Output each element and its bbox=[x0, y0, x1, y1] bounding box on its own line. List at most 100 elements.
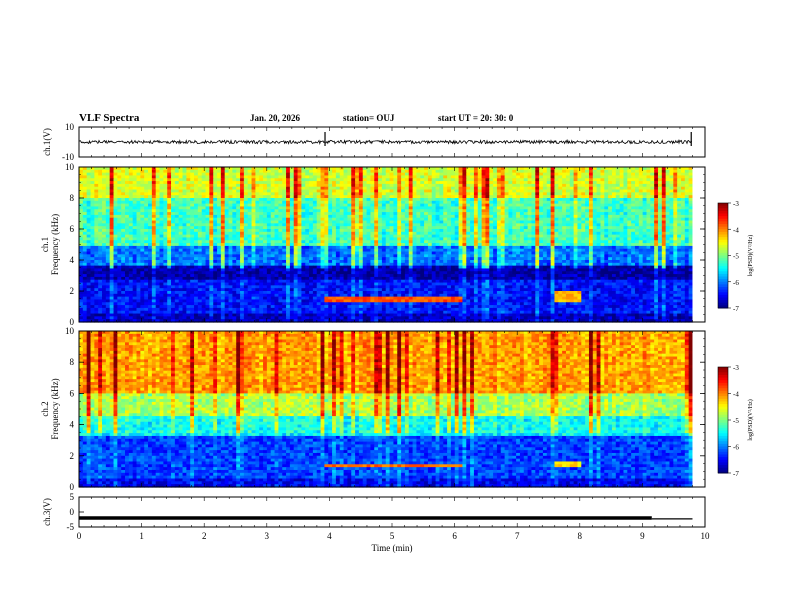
spectrogram-cell bbox=[240, 189, 245, 193]
spectrogram-cell bbox=[201, 181, 207, 185]
spectrogram-cell bbox=[136, 183, 141, 188]
spectrogram-cell bbox=[661, 183, 667, 188]
spectrogram-cell bbox=[297, 192, 302, 196]
spectrogram-cell bbox=[669, 175, 674, 179]
spectrogram-cell bbox=[569, 175, 575, 179]
spectrogram-cell bbox=[209, 198, 214, 202]
spectrogram-cell bbox=[155, 172, 161, 177]
spectrogram-cell bbox=[669, 195, 674, 199]
spectrogram-cell bbox=[619, 178, 625, 182]
spectrogram-cell bbox=[243, 192, 249, 196]
spectrogram-cell bbox=[286, 175, 291, 179]
spectrogram-cell bbox=[255, 178, 260, 182]
spectrogram-cell bbox=[297, 169, 302, 174]
spectrogram-cell bbox=[159, 169, 164, 174]
spectrogram-cell bbox=[661, 186, 667, 191]
spectrogram-cell bbox=[431, 186, 437, 191]
spectrogram-cell bbox=[79, 183, 84, 188]
spectrogram-cell bbox=[205, 189, 210, 193]
spectrogram-cell bbox=[243, 175, 249, 179]
spectrogram-cell bbox=[324, 178, 329, 182]
spectrogram-cell bbox=[684, 198, 690, 202]
spectrogram-cell bbox=[435, 195, 441, 199]
spectrogram-cell bbox=[174, 178, 180, 182]
spectrogram-cell bbox=[236, 167, 241, 171]
spectrogram-cell bbox=[443, 178, 448, 182]
spectrogram-cell bbox=[458, 192, 464, 196]
spectrogram-cell bbox=[623, 189, 628, 193]
spectrogram-cell bbox=[588, 175, 594, 179]
spectrogram-cell bbox=[220, 167, 226, 171]
spectrogram-cell bbox=[531, 183, 536, 188]
spectrogram-cell bbox=[565, 169, 571, 174]
ch1-spectrogram-cells bbox=[79, 167, 694, 323]
spectrogram-cell bbox=[435, 175, 441, 179]
spectrogram-cell bbox=[205, 183, 210, 188]
spectrogram-cell bbox=[105, 186, 111, 191]
spectrogram-cell bbox=[554, 167, 559, 171]
spectrogram-cell bbox=[98, 200, 103, 205]
spectrogram-cell bbox=[673, 178, 678, 182]
spectrogram-cell bbox=[190, 198, 195, 202]
spectrogram-cell bbox=[171, 195, 176, 199]
spectrogram-cell bbox=[132, 192, 138, 196]
spectrogram-cell bbox=[240, 198, 245, 202]
spectrogram-cell bbox=[232, 189, 237, 193]
spectrogram-cell bbox=[102, 169, 107, 174]
spectrogram-cell bbox=[201, 189, 207, 193]
spectrogram-cell bbox=[496, 192, 502, 196]
spectrogram-cell bbox=[416, 183, 421, 188]
spectrogram-cell bbox=[661, 198, 667, 202]
spectrogram-cell bbox=[477, 167, 483, 171]
spectrogram-cell bbox=[378, 195, 383, 199]
spectrogram-cell bbox=[355, 169, 360, 174]
spectrogram-cell bbox=[569, 189, 575, 193]
spectrogram-cell bbox=[140, 198, 145, 202]
spectrogram-cell bbox=[309, 181, 314, 185]
spectrogram-cell bbox=[309, 189, 314, 193]
spectrogram-cell bbox=[355, 189, 360, 193]
spectrogram-cell bbox=[646, 178, 651, 182]
spectrogram-cell bbox=[201, 178, 207, 182]
spectrogram-cell bbox=[661, 167, 667, 171]
spectrogram-cell bbox=[358, 192, 364, 196]
spectrogram-cell bbox=[228, 167, 233, 171]
spectrogram-cell bbox=[128, 167, 134, 171]
spectrogram-cell bbox=[401, 178, 406, 182]
spectrogram-cell bbox=[171, 198, 176, 202]
spectrogram-cell bbox=[458, 175, 464, 179]
spectrogram-cell bbox=[316, 172, 322, 177]
spectrogram-cell bbox=[205, 181, 210, 185]
spectrogram-cell bbox=[462, 192, 467, 196]
spectrogram-cell bbox=[439, 178, 444, 182]
spectrogram-cell bbox=[646, 183, 651, 188]
spectrogram-cell bbox=[657, 181, 663, 185]
spectrogram-cell bbox=[657, 195, 663, 199]
spectrogram-cell bbox=[424, 192, 429, 196]
spectrogram-cell bbox=[278, 198, 283, 202]
spectrogram-cell bbox=[378, 167, 383, 171]
spectrogram-cell bbox=[539, 172, 544, 177]
spectrogram-cell bbox=[297, 189, 302, 193]
spectrogram-cell bbox=[489, 183, 494, 188]
spectrogram-cell bbox=[439, 192, 444, 196]
spectrogram-cell bbox=[677, 192, 682, 196]
spectrogram-cell bbox=[542, 172, 548, 177]
spectrogram-cell bbox=[324, 198, 329, 202]
spectrogram-cell bbox=[550, 195, 556, 199]
spectrogram-cell bbox=[673, 198, 678, 202]
spectrogram-cell bbox=[86, 192, 92, 196]
spectrogram-cell bbox=[680, 169, 686, 174]
spectrogram-cell bbox=[320, 181, 325, 185]
spectrogram-cell bbox=[171, 192, 176, 196]
spectrogram-cell bbox=[592, 178, 598, 182]
spectrogram-cell bbox=[581, 178, 586, 182]
spectrogram-cell bbox=[209, 167, 214, 171]
spectrogram-cell bbox=[228, 172, 233, 177]
spectrogram-cell bbox=[125, 192, 130, 196]
spectrogram-cell bbox=[286, 181, 291, 185]
spectrogram-cell bbox=[466, 183, 471, 188]
spectrogram-cell bbox=[209, 183, 214, 188]
spectrogram-cell bbox=[151, 186, 157, 191]
spectrogram-cell bbox=[324, 167, 329, 171]
